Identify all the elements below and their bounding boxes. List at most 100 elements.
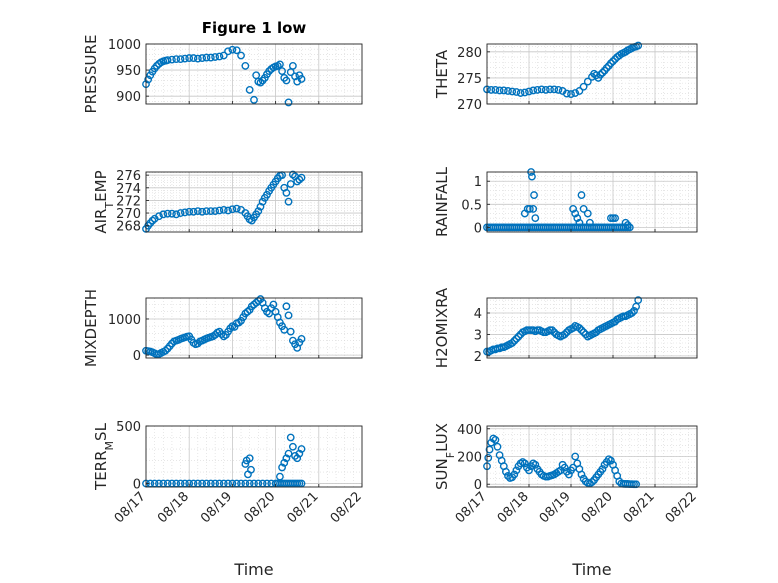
x-tick-label: 08/17 (112, 489, 149, 526)
data-point (550, 85, 559, 94)
data-point (484, 453, 493, 462)
data-point (520, 88, 529, 97)
x-tick-label: 08/17 (453, 489, 490, 526)
data-point (295, 175, 304, 184)
data-point (602, 64, 611, 72)
y-tick-label: 274 (116, 182, 141, 197)
data-point (168, 209, 176, 218)
y-tick-label: 1000 (108, 313, 141, 328)
data-point (189, 54, 198, 62)
y-tick-label: 3 (474, 328, 482, 343)
data-point (560, 463, 569, 472)
data-point (537, 85, 546, 94)
data-point (180, 54, 189, 63)
y-axis-label: H2OMIXRA (433, 287, 451, 368)
axes-box (145, 425, 363, 488)
data-point (628, 309, 636, 317)
data-point (499, 86, 508, 95)
data-point (530, 191, 538, 199)
y-tick-label: 200 (457, 451, 482, 466)
data-point (491, 86, 500, 94)
data-point (575, 324, 584, 332)
y-axis-label: PRESSURE (82, 35, 100, 114)
data-point (168, 55, 176, 64)
data-point (579, 328, 588, 337)
y-tick-label: 1 (474, 175, 482, 190)
data-point (280, 458, 289, 467)
data-point (598, 68, 607, 77)
axes-box (145, 297, 363, 359)
axes-box (486, 297, 698, 359)
data-point (219, 205, 228, 214)
y-tick-label: 0 (133, 478, 141, 493)
data-point (284, 311, 293, 320)
y-tick-label: 270 (116, 207, 141, 222)
data-point (525, 466, 533, 475)
data-point (269, 300, 278, 309)
data-point (176, 209, 185, 217)
data-point (286, 327, 295, 336)
data-point (297, 173, 306, 182)
data-point (232, 204, 241, 213)
data-point (512, 334, 521, 343)
data-point (621, 218, 630, 227)
data-point (219, 51, 228, 60)
y-tick-label: 268 (116, 220, 141, 235)
axes-box (145, 43, 363, 105)
data-point (634, 296, 643, 305)
data-point (226, 324, 235, 333)
data-point (237, 51, 245, 60)
data-point (155, 212, 163, 221)
data-point (163, 209, 172, 218)
y-axis-label: MIXDEPTH (82, 289, 100, 367)
x-tick-label: 08/20 (579, 489, 616, 526)
data-point (284, 98, 293, 107)
data-point (159, 210, 168, 219)
data-point (232, 46, 241, 55)
data-point (630, 306, 638, 315)
plot-area (146, 172, 362, 232)
data-point (234, 318, 243, 327)
data-point (282, 302, 291, 311)
data-point (206, 53, 215, 62)
data-point (573, 214, 582, 223)
subplot-2: 270 275 280 THETA (433, 41, 698, 113)
data-point (607, 59, 615, 68)
y-tick-label: 2 (474, 350, 482, 365)
data-point (623, 221, 632, 229)
data-point (282, 76, 291, 85)
data-point (161, 346, 170, 355)
data-point (508, 339, 517, 347)
data-point (297, 334, 306, 343)
data-point (206, 207, 215, 216)
data-point (546, 85, 554, 94)
data-point (288, 170, 297, 179)
data-point (215, 52, 224, 61)
data-point (485, 445, 494, 454)
data-point (571, 89, 580, 97)
data-point (571, 452, 580, 461)
axes-box (145, 171, 363, 233)
data-point (198, 54, 207, 62)
y-axis-label: RAINFALL (433, 166, 451, 237)
data-point (202, 207, 211, 216)
chart-title: Figure 1 low (202, 19, 307, 37)
data-point (510, 336, 519, 345)
x-tick-label: 08/22 (663, 489, 700, 526)
data-point (278, 67, 286, 76)
data-point (512, 466, 521, 475)
x-tick-label: 08/20 (241, 489, 278, 526)
data-point (228, 45, 237, 54)
data-point (529, 86, 538, 95)
data-point (588, 478, 596, 487)
data-point (241, 460, 250, 468)
data-point (297, 445, 306, 453)
x-tick-label: 08/18 (155, 489, 192, 526)
x-tick-label: 08/21 (621, 489, 658, 526)
data-point (516, 89, 525, 97)
data-point (583, 209, 592, 218)
data-point (293, 177, 302, 186)
data-point (256, 78, 265, 87)
y-tick-label: 900 (116, 90, 141, 105)
